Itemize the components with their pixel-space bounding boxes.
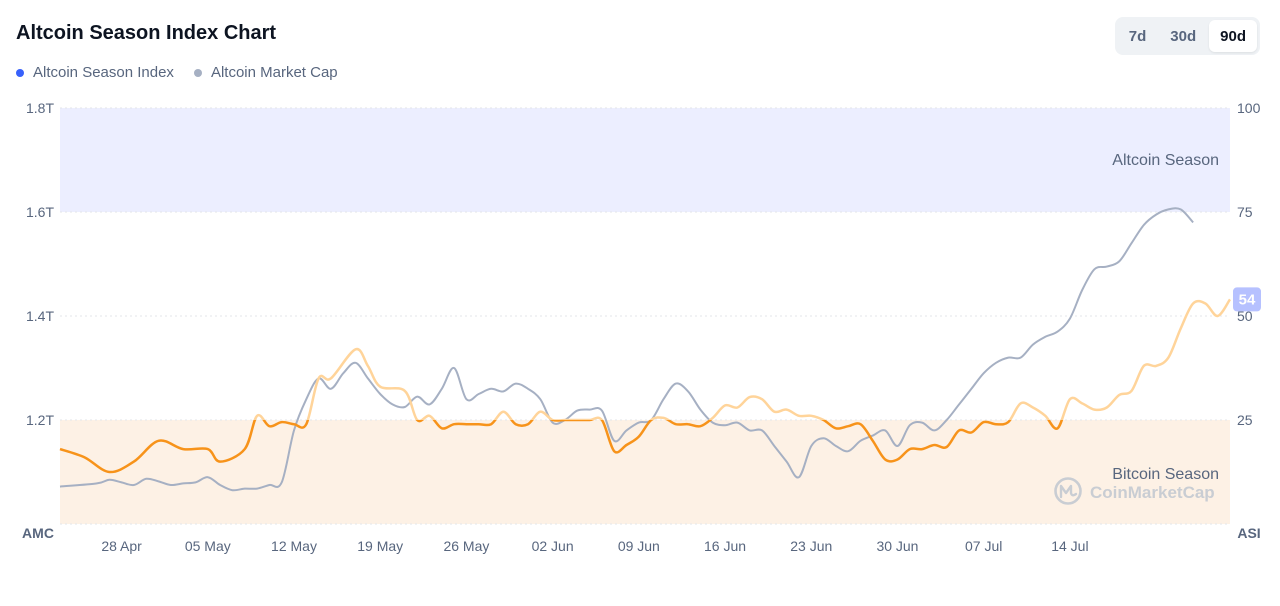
x-tick-label: 05 May — [185, 538, 231, 554]
x-tick-label: 26 May — [443, 538, 489, 554]
right-tick-label: 25 — [1237, 412, 1253, 428]
coinmarketcap-watermark: CoinMarketCap — [1054, 477, 1215, 505]
range-90d-button[interactable]: 90d — [1209, 20, 1257, 52]
left-tick-label: 1.2T — [26, 412, 54, 428]
index-legend-dot — [16, 68, 24, 77]
right-tick-label: 100 — [1237, 100, 1261, 116]
index-line-bitcoin-zone — [59, 420, 1064, 474]
watermark-text: CoinMarketCap — [1090, 483, 1215, 502]
coinmarketcap-logo-icon — [1054, 477, 1082, 505]
left-axis-label: AMC — [22, 525, 54, 541]
gridlines — [60, 107, 1230, 525]
market-cap-legend-dot — [193, 68, 202, 77]
left-tick-label: 1.4T — [26, 308, 54, 324]
x-tick-label: 28 Apr — [101, 538, 142, 554]
current-index-value: 54 — [1239, 291, 1256, 308]
series-line-altcoin-season-index[interactable] — [59, 298, 1232, 474]
x-tick-label: 14 Jul — [1051, 538, 1088, 554]
range-7d-button[interactable]: 7d — [1128, 27, 1147, 45]
series-line-altcoin-market-cap[interactable] — [59, 207, 1194, 492]
legend-item-index[interactable]: Altcoin Season Index — [16, 64, 174, 81]
legend-market-cap-label: Altcoin Market Cap — [210, 64, 338, 81]
left-tick-label: 1.8T — [26, 100, 54, 116]
x-tick-label: 16 Jun — [704, 538, 746, 554]
x-tick-label: 09 Jun — [618, 538, 660, 554]
left-tick-label: 1.6T — [26, 204, 54, 220]
x-tick-label: 19 May — [357, 538, 403, 554]
range-30d-button[interactable]: 30d — [1170, 27, 1197, 45]
right-tick-label: 50 — [1237, 308, 1253, 324]
chart-legend: Altcoin Season Index Altcoin Market Cap — [16, 64, 338, 81]
x-tick-label: 12 May — [271, 538, 317, 554]
chart-title: Altcoin Season Index Chart — [16, 22, 277, 44]
right-axis-label: ASI — [1237, 525, 1260, 541]
legend-item-market-cap[interactable]: Altcoin Market Cap — [193, 64, 338, 81]
right-tick-label: 75 — [1237, 204, 1253, 220]
altcoin-season-zone — [60, 108, 1230, 212]
time-range-selector: 7d 30d 90d — [1114, 17, 1260, 55]
x-tick-label: 07 Jul — [965, 538, 1002, 554]
bitcoin-season-label: Bitcoin Season — [1112, 466, 1219, 483]
legend-index-label: Altcoin Season Index — [33, 64, 174, 81]
current-index-badge: 54 — [1233, 287, 1261, 312]
x-tick-label: 23 Jun — [790, 538, 832, 554]
index-line-neutral-zone — [253, 298, 1232, 420]
x-tick-label: 30 Jun — [876, 538, 918, 554]
x-tick-label: 02 Jun — [532, 538, 574, 554]
bitcoin-season-zone — [60, 420, 1230, 524]
altcoin-season-label: Altcoin Season — [1112, 152, 1219, 169]
